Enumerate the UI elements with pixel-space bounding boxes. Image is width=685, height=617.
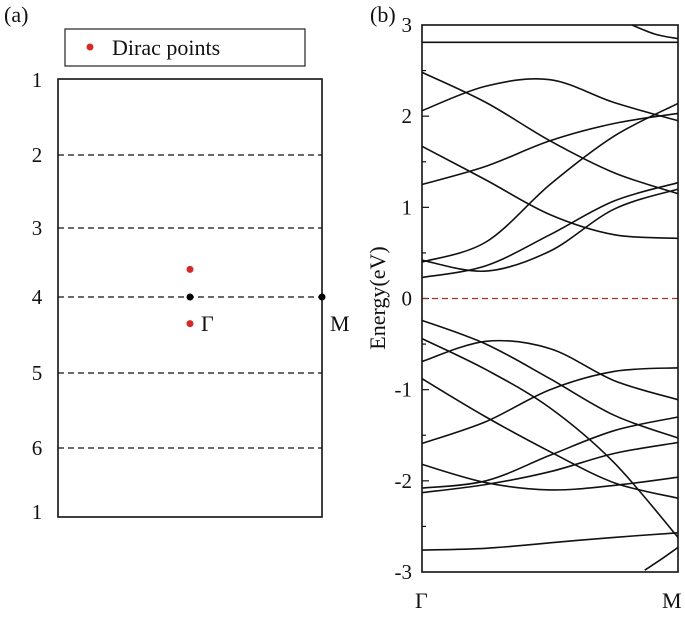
- legend: Dirac points: [64, 28, 306, 67]
- layer-dashed-lines: [58, 154, 322, 449]
- band-line-4: [421, 112, 679, 186]
- band-line-6: [421, 188, 679, 273]
- band-line-9: [421, 339, 679, 401]
- layer-label: 1: [32, 68, 43, 92]
- layer-label: 6: [32, 436, 43, 460]
- layer-label: 4: [32, 285, 43, 309]
- layer-label: 5: [32, 361, 43, 385]
- y-tick-label: 1: [402, 195, 413, 219]
- k-points: [186, 265, 326, 328]
- bands: [421, 24, 679, 571]
- partial-band-line-0: [631, 24, 679, 40]
- layer-label: 2: [32, 143, 43, 167]
- y-axis-label: Energy(eV): [365, 246, 390, 349]
- band-line-2: [421, 78, 679, 122]
- partial-band-line-1: [644, 546, 679, 571]
- band-line-3: [421, 145, 679, 240]
- layer-label: 1: [32, 500, 43, 524]
- layer-labels: 1 2 3 4 5 6 1: [32, 68, 43, 524]
- band-line-16: [421, 532, 679, 551]
- band-line-8: [421, 319, 679, 439]
- band-line-13: [421, 463, 679, 491]
- x-tick-gamma: Γ: [415, 588, 428, 613]
- legend-dirac-marker: [86, 43, 94, 51]
- band-line-5: [421, 102, 679, 263]
- y-tick-label: 0: [402, 287, 413, 311]
- panel-b-label: (b): [370, 2, 396, 27]
- panel-b: (b) Energy(eV) 3 2 1 0 -1 -2 -3 Γ M: [365, 2, 682, 613]
- band-line-1: [421, 71, 679, 195]
- y-tick-label: -1: [395, 378, 413, 402]
- gamma-label: Γ: [201, 311, 214, 336]
- band-line-12: [421, 367, 679, 445]
- legend-dirac-label: Dirac points: [112, 35, 220, 60]
- panel-a-label: (a): [4, 2, 28, 27]
- band-line-14: [421, 416, 679, 489]
- band-line-7: [421, 181, 679, 279]
- y-tick-label: -3: [395, 560, 413, 584]
- m-label: M: [330, 311, 350, 336]
- y-tick-label: 3: [402, 13, 413, 37]
- y-tick-label: 2: [402, 104, 413, 128]
- legend-box: [64, 28, 306, 67]
- dirac-point-lower: [186, 320, 194, 328]
- x-tick-m: M: [662, 588, 682, 613]
- y-ticks: 3 2 1 0 -1 -2 -3: [395, 13, 429, 584]
- band-plot-frame: [421, 24, 679, 573]
- m-point: [318, 293, 326, 301]
- y-tick-label: -2: [395, 469, 413, 493]
- gamma-point: [186, 293, 194, 301]
- panel-a: (a) Dirac points 1 2 3 4 5 6 1 Γ M: [4, 2, 350, 524]
- dirac-point-upper: [186, 265, 194, 273]
- band-line-11: [421, 378, 679, 499]
- layer-label: 3: [32, 216, 43, 240]
- band-line-15: [421, 441, 679, 494]
